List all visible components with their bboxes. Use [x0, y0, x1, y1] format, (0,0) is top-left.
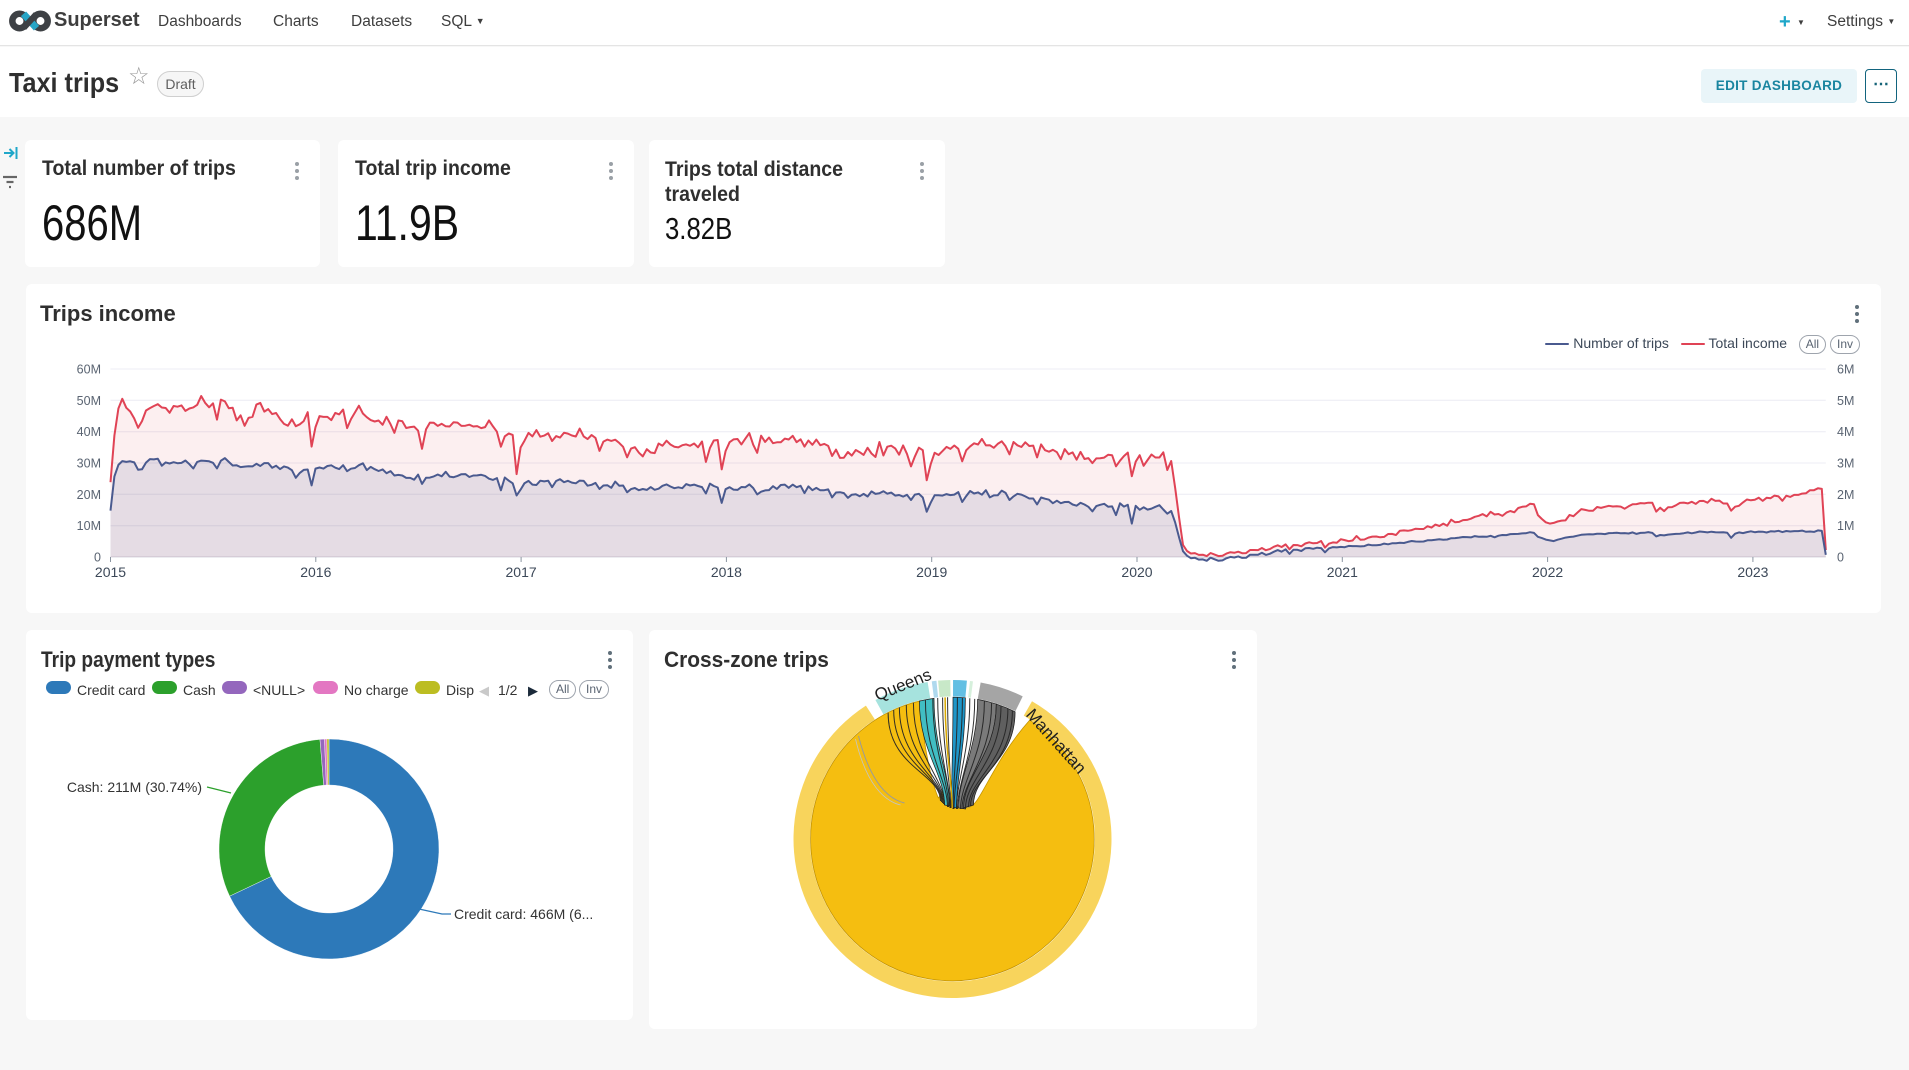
- svg-text:6M: 6M: [1837, 363, 1854, 377]
- svg-text:40M: 40M: [77, 425, 101, 439]
- svg-text:2023: 2023: [1737, 564, 1768, 580]
- svg-text:4M: 4M: [1837, 425, 1854, 439]
- svg-text:0: 0: [1837, 551, 1844, 565]
- svg-text:3M: 3M: [1837, 457, 1854, 471]
- svg-text:2017: 2017: [506, 564, 537, 580]
- svg-text:0: 0: [94, 551, 101, 565]
- svg-text:2022: 2022: [1532, 564, 1563, 580]
- svg-text:2020: 2020: [1121, 564, 1152, 580]
- svg-text:2019: 2019: [916, 564, 947, 580]
- svg-text:50M: 50M: [77, 394, 101, 408]
- svg-text:30M: 30M: [77, 457, 101, 471]
- svg-text:2M: 2M: [1837, 488, 1854, 502]
- svg-text:2015: 2015: [95, 564, 126, 580]
- svg-text:Credit card: 466M (6...: Credit card: 466M (6...: [454, 906, 593, 922]
- svg-text:60M: 60M: [77, 363, 101, 377]
- svg-text:2018: 2018: [711, 564, 742, 580]
- svg-text:2016: 2016: [300, 564, 331, 580]
- svg-text:5M: 5M: [1837, 394, 1854, 408]
- svg-text:2021: 2021: [1327, 564, 1358, 580]
- svg-text:1M: 1M: [1837, 519, 1854, 533]
- svg-text:Cash: 211M (30.74%): Cash: 211M (30.74%): [67, 779, 202, 795]
- svg-text:20M: 20M: [77, 488, 101, 502]
- svg-text:10M: 10M: [77, 519, 101, 533]
